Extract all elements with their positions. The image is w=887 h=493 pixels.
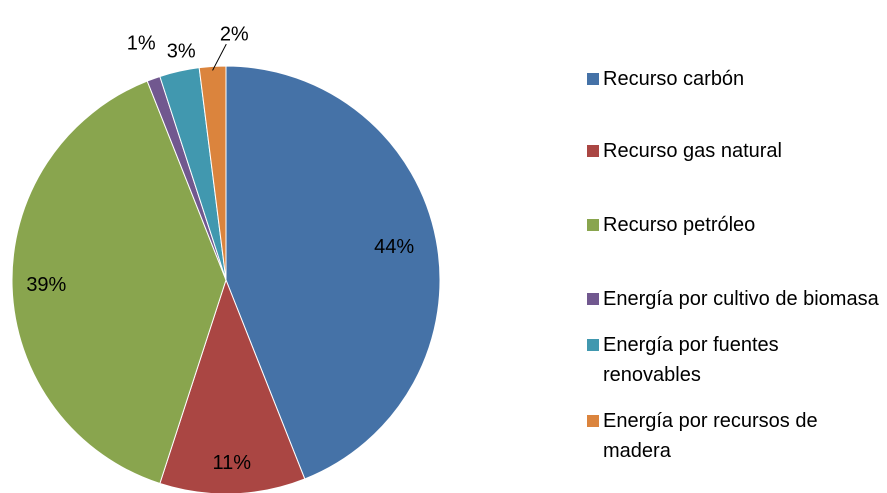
chart: 44% 11% 39% 1% 3% 2% bbox=[11, 23, 441, 493]
pie-slice bbox=[11, 80, 227, 485]
legend-swatch bbox=[587, 73, 599, 85]
legend-entry: Energía por recursos de madera bbox=[582, 406, 882, 466]
pie-slice bbox=[159, 278, 306, 493]
data-label: 3% bbox=[167, 40, 196, 62]
legend-label: Recurso petróleo bbox=[603, 214, 756, 236]
data-label: 11% bbox=[213, 452, 252, 474]
legend-label: Recurso gas natural bbox=[603, 140, 782, 162]
legend-swatch bbox=[587, 219, 599, 231]
leader-line bbox=[212, 43, 227, 71]
legend-swatch bbox=[587, 293, 599, 305]
pie-slice bbox=[225, 65, 441, 480]
data-label: 1% bbox=[127, 33, 156, 55]
legend-label: Energía por fuentes renovables bbox=[603, 334, 779, 386]
legend-entry: Recurso gas natural bbox=[582, 136, 882, 166]
legend-entry: Recurso petróleo bbox=[582, 210, 882, 240]
legend-swatch bbox=[587, 145, 599, 157]
legend-entry: Energía por fuentes renovables bbox=[582, 330, 882, 390]
legend-label: Energía por cultivo de biomasa bbox=[603, 288, 879, 310]
legend-entry: Energía por cultivo de biomasa bbox=[582, 284, 882, 314]
legend-entry: Recurso carbón bbox=[582, 64, 882, 94]
legend: Recurso carbón Recurso gas natural Recurso… bbox=[582, 64, 882, 466]
data-label: 44% bbox=[374, 236, 414, 258]
pie-slice bbox=[198, 65, 227, 281]
legend-label: Energía por recursos de madera bbox=[603, 410, 818, 462]
legend-label: Recurso carbón bbox=[603, 68, 745, 90]
data-label: 39% bbox=[26, 274, 66, 296]
legend-swatch bbox=[587, 339, 599, 351]
data-label: 2% bbox=[220, 23, 249, 45]
legend-swatch bbox=[587, 415, 599, 427]
